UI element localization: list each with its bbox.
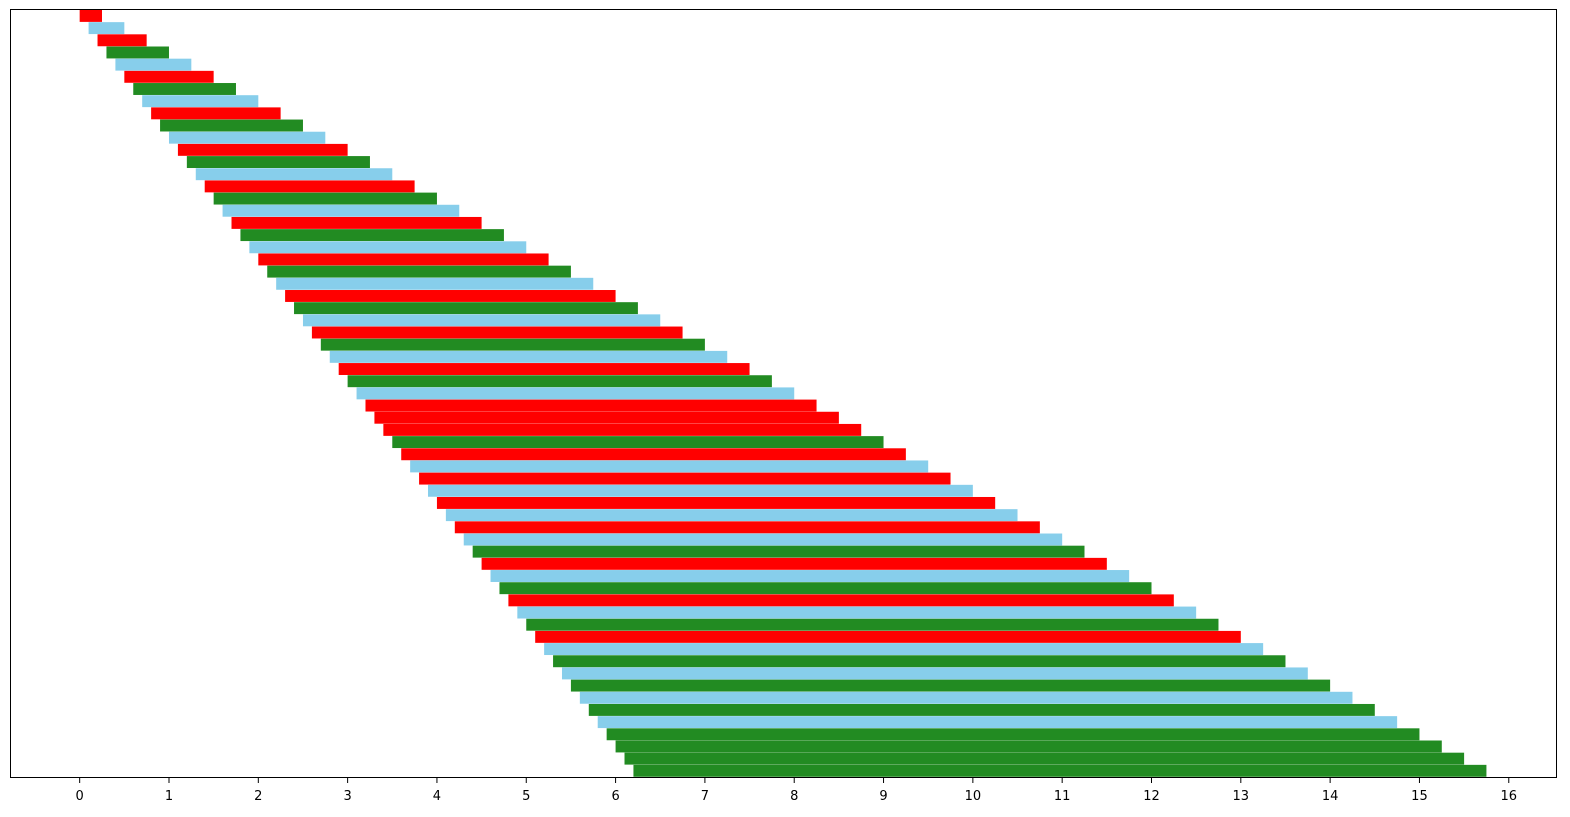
bar-27 bbox=[320, 338, 705, 351]
bar-16 bbox=[222, 204, 460, 217]
x-axis: 0 1 2 3 4 5 6 7 8 9 10 11 12 13 14 15 16 bbox=[76, 778, 1517, 804]
bar-14 bbox=[204, 180, 415, 193]
x-tick-label-6: 6 bbox=[611, 789, 619, 804]
bar-47 bbox=[499, 582, 1152, 595]
bar-56 bbox=[579, 691, 1353, 704]
bar-61 bbox=[624, 752, 1465, 765]
bar-37 bbox=[410, 460, 929, 473]
bar-55 bbox=[570, 679, 1331, 692]
bar-33 bbox=[374, 411, 839, 424]
bar-59 bbox=[606, 728, 1420, 741]
x-tick-label-14: 14 bbox=[1322, 789, 1339, 804]
bar-60 bbox=[615, 740, 1442, 753]
bar-9 bbox=[160, 119, 303, 132]
x-tick-label-1: 1 bbox=[165, 789, 173, 804]
bar-7 bbox=[142, 95, 259, 108]
bar-4 bbox=[115, 58, 192, 71]
bar-12 bbox=[186, 156, 370, 169]
bar-10 bbox=[168, 131, 326, 144]
bar-49 bbox=[517, 606, 1197, 619]
bar-2 bbox=[97, 34, 147, 47]
bar-34 bbox=[383, 423, 862, 436]
bar-32 bbox=[365, 399, 817, 412]
x-tick-label-3: 3 bbox=[343, 789, 351, 804]
bar-57 bbox=[588, 703, 1375, 716]
bar-44 bbox=[472, 545, 1085, 558]
bar-30 bbox=[347, 375, 772, 388]
bar-58 bbox=[597, 716, 1398, 729]
x-tick-label-15: 15 bbox=[1411, 789, 1428, 804]
x-tick-label-13: 13 bbox=[1233, 789, 1250, 804]
bar-53 bbox=[553, 655, 1286, 668]
plot-frame bbox=[10, 9, 1557, 778]
bar-3 bbox=[106, 46, 169, 59]
x-tick-label-5: 5 bbox=[522, 789, 530, 804]
bar-41 bbox=[445, 509, 1018, 522]
bar-29 bbox=[338, 363, 750, 375]
x-tick-label-9: 9 bbox=[879, 789, 887, 804]
bar-8 bbox=[151, 107, 281, 120]
bar-11 bbox=[177, 143, 348, 156]
x-tick-label-8: 8 bbox=[790, 789, 798, 804]
x-tick-label-16: 16 bbox=[1500, 789, 1517, 804]
bar-19 bbox=[249, 241, 527, 254]
bar-0 bbox=[79, 9, 102, 22]
bar-46 bbox=[490, 570, 1130, 582]
bar-25 bbox=[302, 314, 661, 327]
bar-20 bbox=[258, 253, 549, 266]
bar-51 bbox=[535, 630, 1241, 643]
bar-35 bbox=[392, 436, 884, 449]
x-tick-label-2: 2 bbox=[254, 789, 262, 804]
bar-50 bbox=[526, 618, 1219, 631]
bar-21 bbox=[267, 265, 571, 278]
bar-6 bbox=[133, 83, 236, 95]
bar-15 bbox=[213, 192, 437, 205]
x-tick-label-10: 10 bbox=[965, 789, 982, 804]
bar-24 bbox=[294, 302, 638, 315]
bar-1 bbox=[88, 22, 125, 35]
bar-23 bbox=[285, 290, 616, 302]
bar-18 bbox=[240, 229, 504, 242]
bars-layer bbox=[79, 9, 1487, 777]
bar-45 bbox=[481, 557, 1107, 570]
bar-22 bbox=[276, 277, 594, 290]
bar-26 bbox=[311, 326, 683, 339]
x-tick-label-7: 7 bbox=[701, 789, 709, 804]
bar-62 bbox=[633, 764, 1487, 777]
bar-28 bbox=[329, 350, 728, 363]
bar-42 bbox=[454, 521, 1040, 534]
bar-43 bbox=[463, 533, 1063, 546]
bar-38 bbox=[419, 472, 951, 485]
x-tick-label-0: 0 bbox=[76, 789, 84, 804]
bar-5 bbox=[124, 70, 214, 83]
bar-36 bbox=[401, 448, 906, 461]
x-tick-label-12: 12 bbox=[1143, 789, 1160, 804]
bar-31 bbox=[356, 387, 795, 400]
bar-17 bbox=[231, 216, 482, 229]
bar-48 bbox=[508, 594, 1174, 607]
x-tick-label-11: 11 bbox=[1054, 789, 1071, 804]
bar-40 bbox=[436, 496, 996, 509]
bar-52 bbox=[544, 643, 1264, 656]
bar-13 bbox=[195, 168, 393, 181]
bar-39 bbox=[428, 484, 973, 497]
x-tick-label-4: 4 bbox=[433, 789, 441, 804]
bar-54 bbox=[561, 667, 1308, 680]
